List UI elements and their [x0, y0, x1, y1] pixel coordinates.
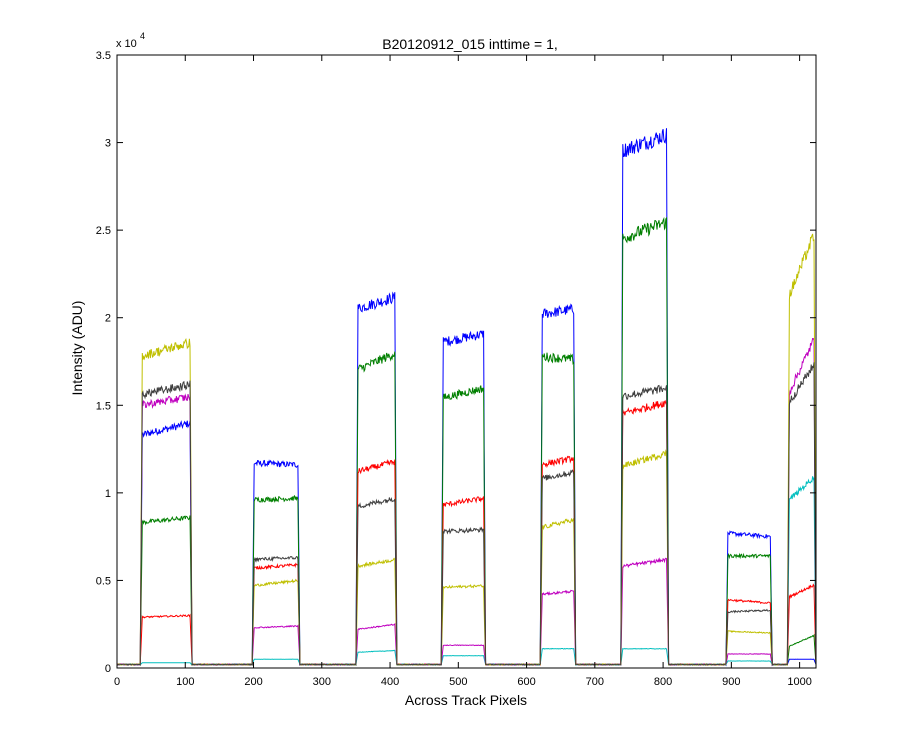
y-tick-label: 1: [105, 488, 111, 500]
x-tick-label: 300: [313, 676, 331, 688]
y-tick-label: 2.5: [96, 225, 111, 237]
y-tick-label: 1.5: [96, 400, 111, 412]
chart-title: B20120912_015 inttime = 1,: [382, 36, 558, 52]
y-tick-label: 0: [105, 663, 111, 675]
x-tick-label: 600: [517, 676, 535, 688]
y-tick-label: 2: [105, 313, 111, 325]
y-tick-label: 3: [105, 138, 111, 150]
y-tick-label: 0.5: [96, 575, 111, 587]
x-tick-label: 0: [114, 676, 120, 688]
x-tick-label: 500: [449, 676, 467, 688]
y-tick-label: 3.5: [96, 50, 111, 62]
y-multiplier-label: x 10: [116, 38, 137, 50]
x-tick-label: 100: [176, 676, 194, 688]
plot-background: [117, 55, 816, 668]
plot-frame: [116, 54, 817, 669]
x-tick-label: 400: [381, 676, 399, 688]
x-tick-label: 900: [722, 676, 740, 688]
y-multiplier-exponent: 4: [140, 31, 145, 41]
x-tick-label: 800: [654, 676, 672, 688]
ticks-layer: 0 100 200 300 400 500 600 700 800 900 1000 0 0.5 1 1.5…: [96, 50, 816, 688]
x-tick-label: 1000: [787, 676, 811, 688]
x-tick-label: 200: [244, 676, 262, 688]
x-axis-label: Across Track Pixels: [405, 692, 527, 708]
series-layer: [116, 128, 817, 667]
series-line-7: [116, 362, 817, 666]
y-axis-label: Intensity (ADU): [69, 301, 85, 396]
x-tick-label: 700: [586, 676, 604, 688]
